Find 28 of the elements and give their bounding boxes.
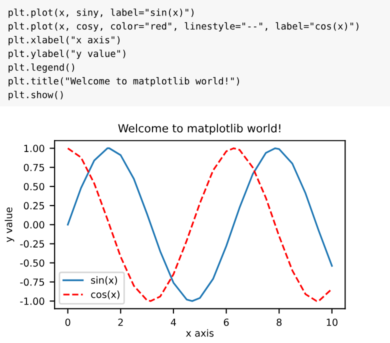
text: plt.plot(x, cosy, color="red", linestyle="--", label="cos(x)") (8, 22, 358, 32)
line-series (66, 147, 333, 302)
legend-label: sin(x) (91, 276, 118, 285)
x-tick-label: 8 (276, 318, 282, 326)
chart-title: Welcome to matplotlib world! (118, 124, 280, 135)
text: plt.title("Welcome to matplotlib world!") (8, 77, 239, 86)
y-tick-label: -1.00 (20, 298, 44, 305)
y-tick-label: 0.25 (24, 202, 44, 210)
y-tick-label: -0.50 (20, 259, 44, 267)
text: plt.xlabel("x axis") (8, 36, 120, 46)
text: plt.plot(x, siny, label="sin(x)") (8, 8, 194, 18)
y-tick-label: 0.75 (24, 164, 44, 172)
legend-label: cos(x) (91, 290, 120, 300)
x-tick-label: 6 (224, 318, 229, 326)
text: plt.legend() (8, 63, 74, 73)
x-tick-label: 10 (326, 318, 338, 326)
y-tick-label: 0.00 (24, 221, 44, 228)
y-tick-label: -0.75 (20, 278, 44, 286)
y-axis-title: y value (4, 207, 14, 242)
x-tick-label: 2 (118, 318, 123, 326)
x-tick-label: 4 (170, 318, 176, 326)
y-tick-label: 1.00 (24, 144, 44, 152)
y-tick-label: 0.50 (24, 182, 44, 190)
text: plt.show() (8, 90, 63, 100)
text: plt.ylabel("y value") (8, 50, 126, 59)
x-axis-title: x axis (186, 329, 214, 337)
y-tick-label: -0.25 (20, 240, 44, 248)
x-tick-label: 0 (65, 318, 70, 326)
